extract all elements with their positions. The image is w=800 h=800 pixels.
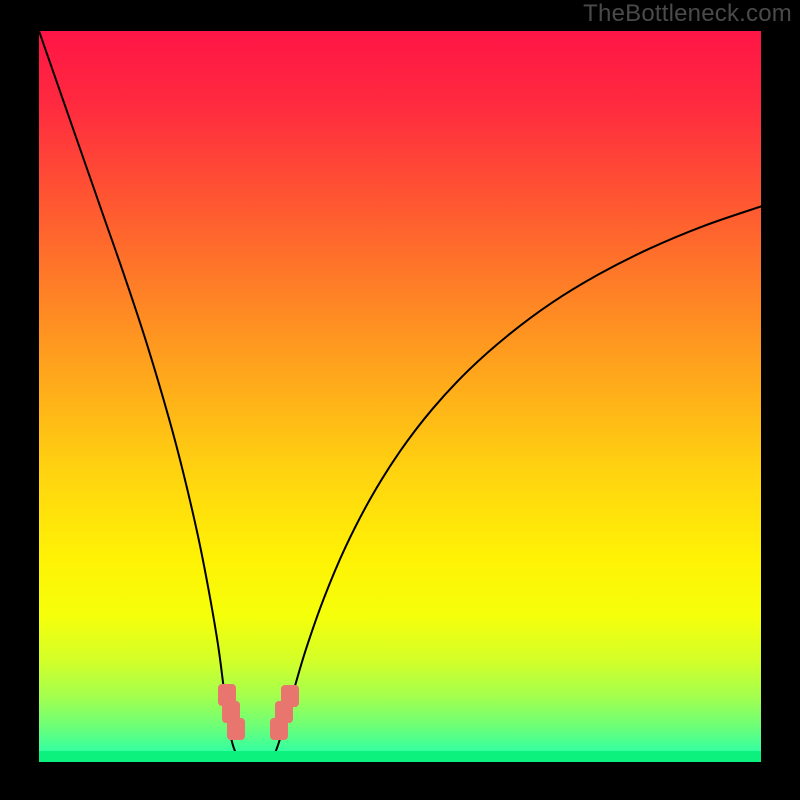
green-bottom-strip	[39, 751, 761, 762]
attribution-text: TheBottleneck.com	[583, 0, 792, 28]
curve-svg	[39, 31, 761, 762]
bottleneck-curve	[39, 31, 761, 762]
curve-marker	[227, 718, 245, 740]
outer-frame: TheBottleneck.com	[0, 0, 800, 800]
plot-area	[39, 31, 761, 762]
curve-marker	[281, 685, 299, 707]
